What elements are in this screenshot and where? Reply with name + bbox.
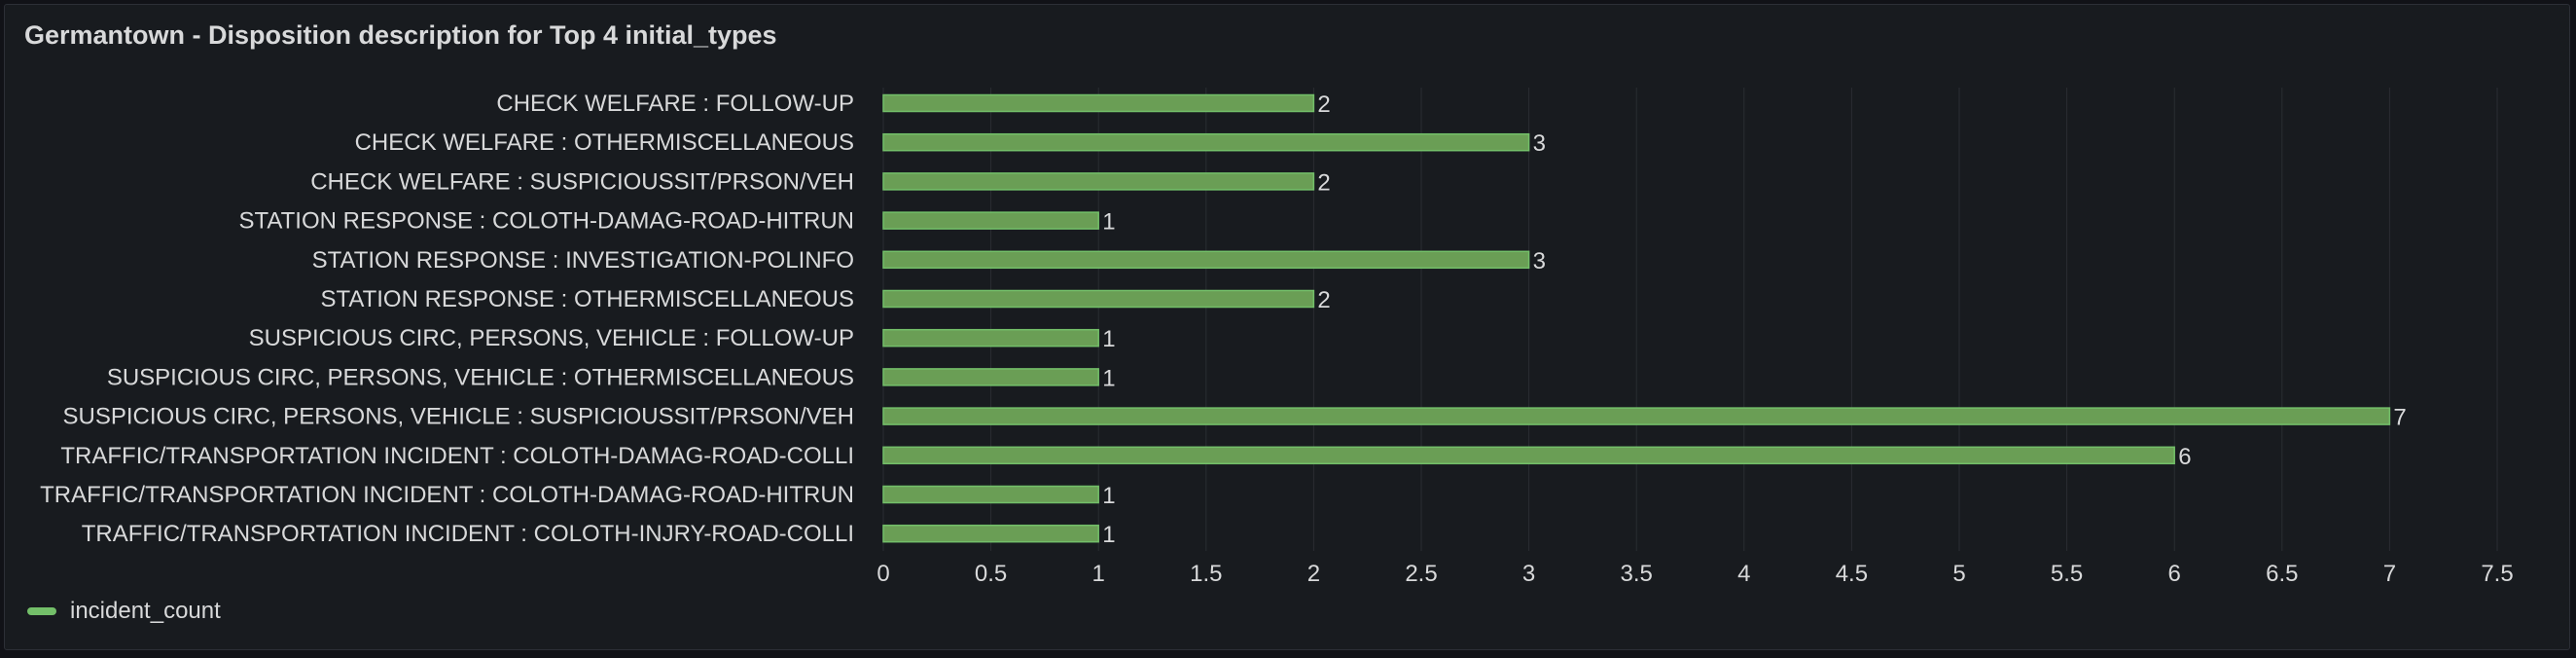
data-label: 2 — [1317, 169, 1330, 196]
x-tick-label: 5.5 — [2051, 561, 2083, 587]
bar — [882, 328, 1099, 347]
panel-title: Germantown - Disposition description for… — [24, 20, 777, 50]
data-label: 1 — [1102, 209, 1115, 236]
x-tick-label: 0 — [877, 561, 889, 587]
bar — [882, 407, 2391, 425]
category-label: SUSPICIOUS CIRC, PERSONS, VEHICLE : SUSP… — [62, 404, 854, 430]
category-label: TRAFFIC/TRANSPORTATION INCIDENT : COLOTH… — [82, 521, 854, 547]
bar — [882, 172, 1315, 191]
x-tick-label: 0.5 — [975, 561, 1007, 587]
data-label: 2 — [1317, 91, 1330, 118]
data-label: 1 — [1102, 326, 1115, 352]
x-tick-label: 3 — [1522, 561, 1535, 587]
bar — [882, 250, 1530, 270]
bar — [882, 446, 2175, 465]
category-label: SUSPICIOUS CIRC, PERSONS, VEHICLE : OTHE… — [107, 364, 854, 390]
data-label: 3 — [1533, 248, 1546, 274]
data-label: 7 — [2393, 405, 2406, 431]
bar — [882, 524, 1099, 543]
x-tick-label: 2.5 — [1405, 561, 1437, 587]
category-label: CHECK WELFARE : SUSPICIOUSSIT/PRSON/VEH — [310, 168, 854, 195]
legend[interactable]: incident_count — [27, 598, 221, 625]
x-tick-label: 4 — [1737, 561, 1750, 587]
x-tick-label: 4.5 — [1836, 561, 1868, 587]
x-tick-label: 6 — [2168, 561, 2181, 587]
category-label: STATION RESPONSE : OTHERMISCELLANEOUS — [320, 286, 854, 312]
category-label: CHECK WELFARE : FOLLOW-UP — [496, 91, 854, 117]
data-label: 1 — [1102, 365, 1115, 391]
x-tick-label: 7.5 — [2481, 561, 2513, 587]
category-label: TRAFFIC/TRANSPORTATION INCIDENT : COLOTH… — [60, 443, 854, 469]
x-tick-label: 7 — [2383, 561, 2396, 587]
x-tick-label: 2 — [1307, 561, 1320, 587]
bar — [882, 289, 1315, 309]
x-tick-label: 3.5 — [1621, 561, 1653, 587]
category-label: TRAFFIC/TRANSPORTATION INCIDENT : COLOTH… — [40, 482, 854, 508]
bar — [882, 211, 1099, 230]
data-label: 2 — [1317, 287, 1330, 313]
category-label: STATION RESPONSE : COLOTH-DAMAG-ROAD-HIT… — [239, 208, 854, 235]
x-tick-label: 1 — [1092, 561, 1105, 587]
data-label: 3 — [1533, 130, 1546, 157]
x-tick-label: 1.5 — [1190, 561, 1222, 587]
bar — [882, 368, 1099, 386]
bar — [882, 132, 1530, 152]
legend-swatch — [27, 607, 56, 615]
data-label: 1 — [1102, 483, 1115, 509]
category-label: STATION RESPONSE : INVESTIGATION-POLINFO — [312, 247, 854, 274]
legend-label-incident-count[interactable]: incident_count — [70, 598, 221, 624]
data-label: 6 — [2178, 444, 2191, 470]
category-label: CHECK WELFARE : OTHERMISCELLANEOUS — [355, 129, 854, 156]
data-label: 1 — [1102, 522, 1115, 548]
x-tick-label: 5 — [1952, 561, 1965, 587]
bar — [882, 93, 1315, 113]
category-label: SUSPICIOUS CIRC, PERSONS, VEHICLE : FOLL… — [249, 325, 854, 351]
x-tick-label: 6.5 — [2266, 561, 2298, 587]
bar — [882, 485, 1099, 504]
